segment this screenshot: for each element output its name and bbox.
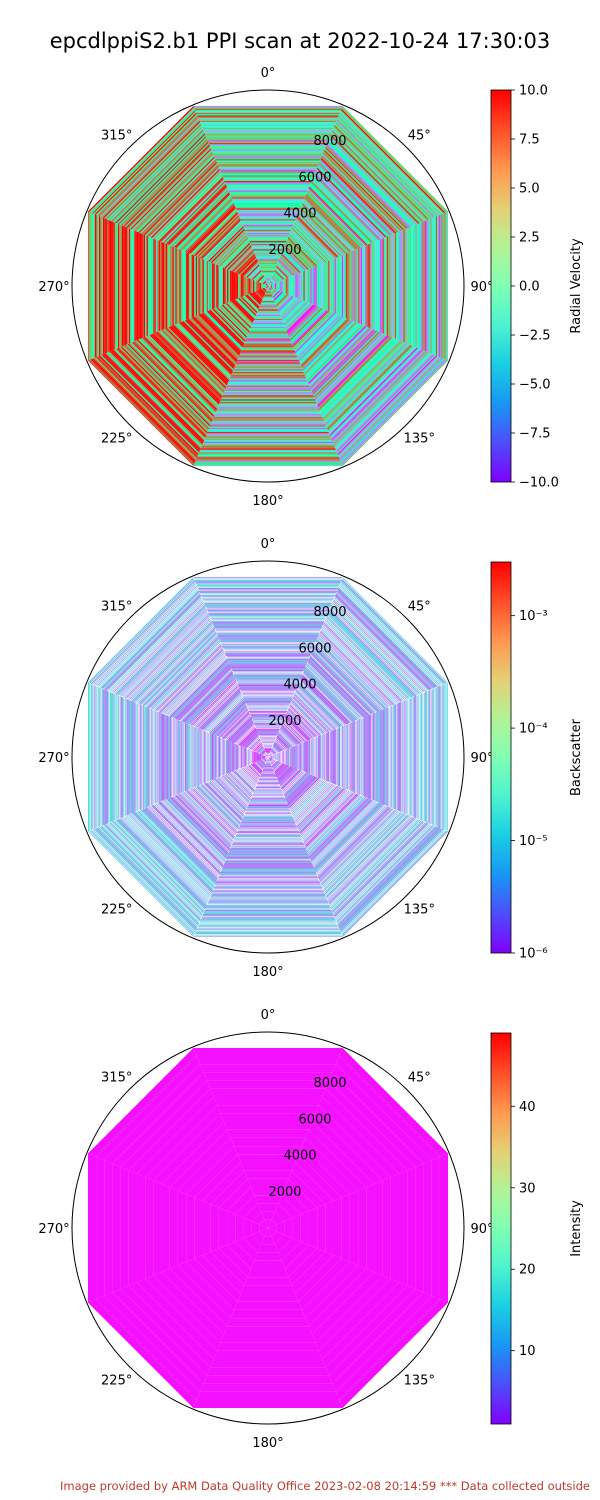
colorbar-tick-label: 10.0 — [519, 84, 548, 99]
r-tick-label: 8000 — [313, 605, 346, 620]
polar-frame — [71, 1031, 465, 1425]
colorbar-tick-label: −5.0 — [519, 378, 551, 393]
colorbar-tick-label: 7.5 — [519, 133, 540, 148]
theta-tick-label: 90° — [470, 280, 493, 295]
theta-tick-label: 45° — [408, 1071, 431, 1086]
theta-tick-label: 135° — [404, 902, 435, 917]
r-tick-label: 2000 — [268, 243, 301, 258]
theta-tick-label: 0° — [261, 537, 276, 552]
theta-tick-label: 225° — [101, 1373, 132, 1388]
ppi-panel-2: 0° 45° 90° 135° 180° 225° 270° 315° 2000 4000 6000… — [38, 537, 584, 980]
r-tick-label: 4000 — [283, 1149, 316, 1164]
colorbar-tick-label: 10⁻⁶ — [519, 947, 548, 962]
theta-tick-label: 270° — [38, 280, 69, 295]
colorbar-label: Radial Velocity — [569, 238, 584, 334]
theta-tick-label: 225° — [101, 902, 132, 917]
polar-frame — [71, 89, 465, 483]
ppi-panel-1: 0° 45° 90° 135° 180° 225° 270° 315° 2000 4000 6000… — [38, 66, 584, 509]
colorbar-tick-label: −2.5 — [519, 329, 551, 344]
r-tick-label: 4000 — [283, 678, 316, 693]
ppi-panel-3: 0° 45° 90° 135° 180° 225° 270° 315° 2000 4000 6000… — [38, 1008, 584, 1451]
r-tick-label: 8000 — [313, 134, 346, 149]
polar-frame — [71, 560, 465, 954]
scan-field — [87, 105, 449, 467]
colorbar — [490, 561, 512, 954]
colorbar-tick-label: 10⁻³ — [519, 609, 548, 624]
theta-tick-label: 45° — [408, 129, 431, 144]
theta-tick-label: 180° — [252, 1436, 283, 1451]
colorbar-label: Backscatter — [569, 718, 584, 796]
theta-tick-label: 90° — [470, 1222, 493, 1237]
figure-title: epcdlppiS2.b1 PPI scan at 2022-10-24 17:… — [50, 29, 551, 53]
colorbar-tick-label: 10⁻⁴ — [519, 722, 548, 737]
colorbar — [490, 1032, 512, 1425]
theta-tick-label: 180° — [252, 494, 283, 509]
theta-tick-label: 225° — [101, 431, 132, 446]
scan-field — [87, 576, 449, 938]
colorbar-tick-label: 5.0 — [519, 182, 540, 197]
footer-note: Image provided by ARM Data Quality Offic… — [60, 1479, 590, 1493]
colorbar — [490, 89, 512, 483]
colorbar-label: Intensity — [569, 1200, 584, 1257]
colorbar-tick-label: −10.0 — [519, 476, 559, 491]
colorbar-tick-label: 30 — [519, 1181, 536, 1196]
theta-tick-label: 0° — [261, 66, 276, 81]
colorbar-tick-label: 40 — [519, 1100, 536, 1115]
theta-tick-label: 315° — [101, 600, 132, 615]
theta-tick-label: 135° — [404, 1373, 435, 1388]
r-tick-label: 2000 — [268, 1185, 301, 1200]
theta-tick-label: 45° — [408, 600, 431, 615]
theta-tick-label: 315° — [101, 1071, 132, 1086]
scan-field — [87, 1047, 449, 1409]
panels: 0° 45° 90° 135° 180° 225° 270° 315° 2000 4000 6000… — [38, 66, 584, 1451]
r-tick-label: 8000 — [313, 1076, 346, 1091]
theta-tick-label: 315° — [101, 129, 132, 144]
theta-tick-label: 180° — [252, 965, 283, 980]
colorbar-tick-label: 10 — [519, 1344, 536, 1359]
colorbar-tick-label: 20 — [519, 1263, 536, 1278]
colorbar-tick-label: −7.5 — [519, 427, 551, 442]
r-tick-label: 4000 — [283, 207, 316, 222]
theta-tick-label: 0° — [261, 1008, 276, 1023]
colorbar-tick-label: 0.0 — [519, 280, 540, 295]
theta-tick-label: 90° — [470, 751, 493, 766]
theta-tick-label: 270° — [38, 751, 69, 766]
r-tick-label: 6000 — [298, 1112, 331, 1127]
theta-tick-label: 270° — [38, 1222, 69, 1237]
r-tick-label: 6000 — [298, 170, 331, 185]
colorbar-tick-label: 10⁻⁵ — [519, 834, 548, 849]
r-tick-label: 2000 — [268, 714, 301, 729]
r-tick-label: 6000 — [298, 641, 331, 656]
theta-tick-label: 135° — [404, 431, 435, 446]
colorbar-tick-label: 2.5 — [519, 231, 540, 246]
